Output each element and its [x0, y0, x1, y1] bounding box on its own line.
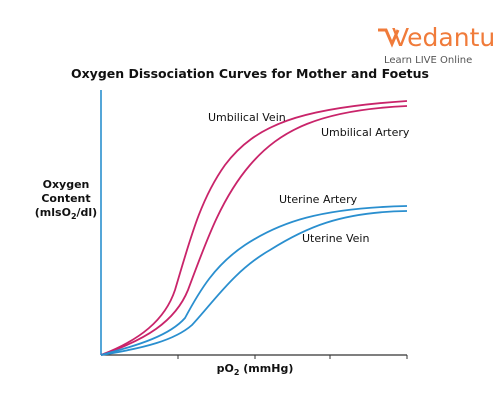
curve-label: Umbilical Artery: [321, 126, 410, 139]
label-part: pO: [217, 362, 234, 375]
label-part: (mmHg): [239, 362, 293, 375]
subscript: 2: [234, 368, 240, 377]
y-axis-label: (mlsO2/dl): [35, 206, 97, 221]
logo: Vedantu Learn LIVE Online: [378, 23, 495, 66]
umbilical-artery-curve: [100, 105, 408, 356]
title: Oxygen Dissociation Curves for Mother an…: [71, 66, 429, 81]
curve-label: Uterine Artery: [279, 193, 358, 206]
y-axis-label: Oxygen: [43, 178, 90, 191]
logo-tagline: Learn LIVE Online: [384, 55, 472, 66]
umbilical-vein-curve: [100, 100, 408, 356]
curve-label: Uterine Vein: [302, 232, 369, 245]
subscript: 2: [71, 212, 77, 221]
label-part: (mlsO: [35, 206, 71, 219]
uterine-vein-curve: [100, 210, 408, 356]
logo-mark: [378, 28, 400, 48]
logo-name: Vedantu: [392, 23, 495, 52]
curve-label: Umbilical Vein: [208, 111, 286, 124]
y-axis-label: Content: [41, 192, 90, 205]
x-axis-label: pO2 (mmHg): [217, 362, 294, 377]
uterine-artery-curve: [100, 205, 408, 356]
label-part: /dl): [77, 206, 98, 219]
